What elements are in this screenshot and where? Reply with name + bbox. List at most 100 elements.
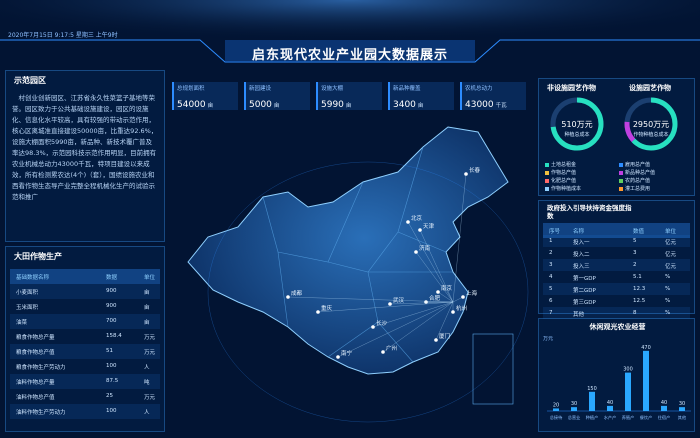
city-label: 广州 bbox=[386, 344, 397, 352]
table-header: 序号 名称 数值 单位 bbox=[543, 223, 690, 238]
table-cell: 亩 bbox=[144, 320, 150, 326]
city-dot bbox=[434, 338, 438, 342]
table-cell: 7 bbox=[549, 310, 553, 316]
city-label: 济南 bbox=[419, 244, 431, 252]
city-dot bbox=[464, 172, 468, 176]
city-label: 成都 bbox=[291, 289, 303, 297]
table-row: 玉米面积 900 亩 bbox=[10, 299, 160, 314]
city-label: 南宁 bbox=[341, 349, 353, 357]
x-tick-label: 其他 bbox=[678, 414, 687, 421]
bar bbox=[625, 372, 631, 411]
table-cell: 51 bbox=[106, 348, 113, 354]
stat-label: 农机总动力 bbox=[465, 86, 493, 92]
table-cell: 3 bbox=[633, 250, 637, 256]
table-cell: 第一GDP bbox=[573, 276, 596, 282]
legend-item: 灌工总费用 bbox=[619, 185, 650, 192]
stat-label: 新园建设 bbox=[249, 86, 272, 92]
legend-label: 作物总产值 bbox=[551, 170, 577, 176]
table-row: 粮食作物总产值 51 万元 bbox=[10, 344, 160, 359]
column-header: 序号 bbox=[549, 229, 561, 235]
donut-value: 510万元 bbox=[561, 120, 593, 129]
stat-card: 设施大棚 5990 亩 bbox=[316, 82, 382, 110]
column-header: 名称 bbox=[573, 229, 585, 235]
stat-label: 总规划面积 bbox=[177, 86, 205, 92]
bar bbox=[553, 408, 559, 411]
table-cell: 粮食作物总产量 bbox=[16, 335, 55, 341]
x-tick-label: 种植产 bbox=[586, 414, 599, 421]
flight-line bbox=[415, 251, 454, 303]
legend-label: 雇用总产值 bbox=[625, 162, 651, 168]
table-cell: 亿元 bbox=[665, 240, 677, 246]
table-cell: 6 bbox=[549, 298, 553, 304]
table-cell: 1 bbox=[549, 238, 553, 244]
table-cell: 4 bbox=[549, 274, 553, 280]
city-label: 长沙 bbox=[376, 319, 388, 327]
legend-item: 农药总产值 bbox=[619, 177, 650, 184]
city-dot bbox=[436, 290, 440, 294]
header-decoration bbox=[0, 0, 700, 70]
legend-item: 作物总产值 bbox=[545, 169, 576, 176]
stat-label: 新品种覆盖 bbox=[393, 86, 421, 92]
bar-value: 150 bbox=[587, 386, 597, 392]
axis-unit: 万元 bbox=[543, 336, 554, 342]
city-label: 南京 bbox=[441, 284, 453, 292]
bar-value: 30 bbox=[679, 401, 685, 407]
table-cell: 87.5 bbox=[106, 378, 119, 384]
table-cell: 亿元 bbox=[665, 264, 677, 270]
legend-item: 土地总租金 bbox=[545, 161, 576, 168]
legend-swatch bbox=[545, 186, 549, 191]
legend-label: 化肥总产值 bbox=[551, 178, 577, 184]
table-cell: % bbox=[665, 298, 671, 304]
legend: 土地总租金 雇用总产值作物总产值 新品种总产值化肥总产值 农药总产值作物种植成本 灌工总… bbox=[539, 161, 696, 195]
table-cell: 人 bbox=[144, 410, 150, 416]
stat-value: 43000 bbox=[465, 100, 494, 110]
bar bbox=[661, 405, 667, 411]
table-cell: 900 bbox=[106, 288, 117, 294]
stat-line: 43000 千瓦 bbox=[462, 92, 526, 111]
legend-item: 化肥总产值 bbox=[545, 177, 576, 184]
legend-swatch bbox=[545, 162, 549, 167]
x-tick-label: 水产产 bbox=[604, 414, 617, 421]
legend-label: 新品种总产值 bbox=[625, 170, 656, 176]
city-dot bbox=[418, 228, 422, 232]
city-label: 北京 bbox=[411, 214, 423, 222]
stat-line: 5990 亩 bbox=[318, 92, 382, 111]
flight-line bbox=[435, 301, 454, 341]
table-row: 粮食作物生产劳动力 100 人 bbox=[10, 359, 160, 374]
flight-line bbox=[407, 221, 454, 303]
legend-label: 灌工总费用 bbox=[625, 186, 651, 192]
legend-swatch bbox=[619, 170, 623, 175]
stat-card: 新品种覆盖 3400 亩 bbox=[388, 82, 454, 110]
table-header: 基础数据名称 数据 单位 bbox=[10, 269, 160, 284]
stat-unit: 亩 bbox=[273, 103, 280, 109]
funding-panel: 政府投入引导扶持资金强度指数 序号 名称 数值 单位 1 投入一 5 亿元 2 投入二 3 亿元 3 投入… bbox=[538, 200, 695, 319]
bar-value: 40 bbox=[607, 400, 613, 406]
legend-item: 作物种植成本 bbox=[545, 185, 581, 192]
table-cell: 玉米面积 bbox=[16, 305, 39, 311]
city-dot bbox=[414, 250, 418, 254]
table-cell: 2 bbox=[549, 250, 553, 256]
table-cell: 万元 bbox=[144, 335, 156, 341]
legend-label: 作物种植成本 bbox=[551, 186, 582, 192]
table-row: 油料作物生产劳动力 100 人 bbox=[10, 404, 160, 419]
bar-value: 470 bbox=[641, 345, 651, 351]
bar bbox=[607, 405, 613, 411]
donuts bbox=[550, 97, 678, 151]
table-cell: 5.1 bbox=[633, 274, 642, 280]
intro-panel: 示范园区 村创业创新园区、江苏省永久性菜篮子基地等荣誉。园区致力于公共基础设施建… bbox=[5, 70, 165, 242]
city-label: 长春 bbox=[469, 166, 481, 174]
map-ring bbox=[207, 161, 529, 423]
stat-unit: 亩 bbox=[417, 103, 424, 109]
legend-item: 雇用总产值 bbox=[619, 161, 650, 168]
table-cell: % bbox=[665, 274, 671, 280]
city-dot bbox=[406, 220, 410, 224]
table-cell: 万元 bbox=[144, 395, 156, 401]
table-cell: 3 bbox=[549, 262, 553, 268]
table-cell: 油菜 bbox=[16, 320, 28, 326]
bar-value: 20 bbox=[553, 402, 559, 408]
legend-swatch bbox=[619, 186, 623, 191]
table-row: 2 投入二 3 亿元 bbox=[543, 247, 690, 259]
stat-card: 总规划面积 54000 亩 bbox=[172, 82, 238, 110]
province-borders bbox=[262, 146, 453, 363]
